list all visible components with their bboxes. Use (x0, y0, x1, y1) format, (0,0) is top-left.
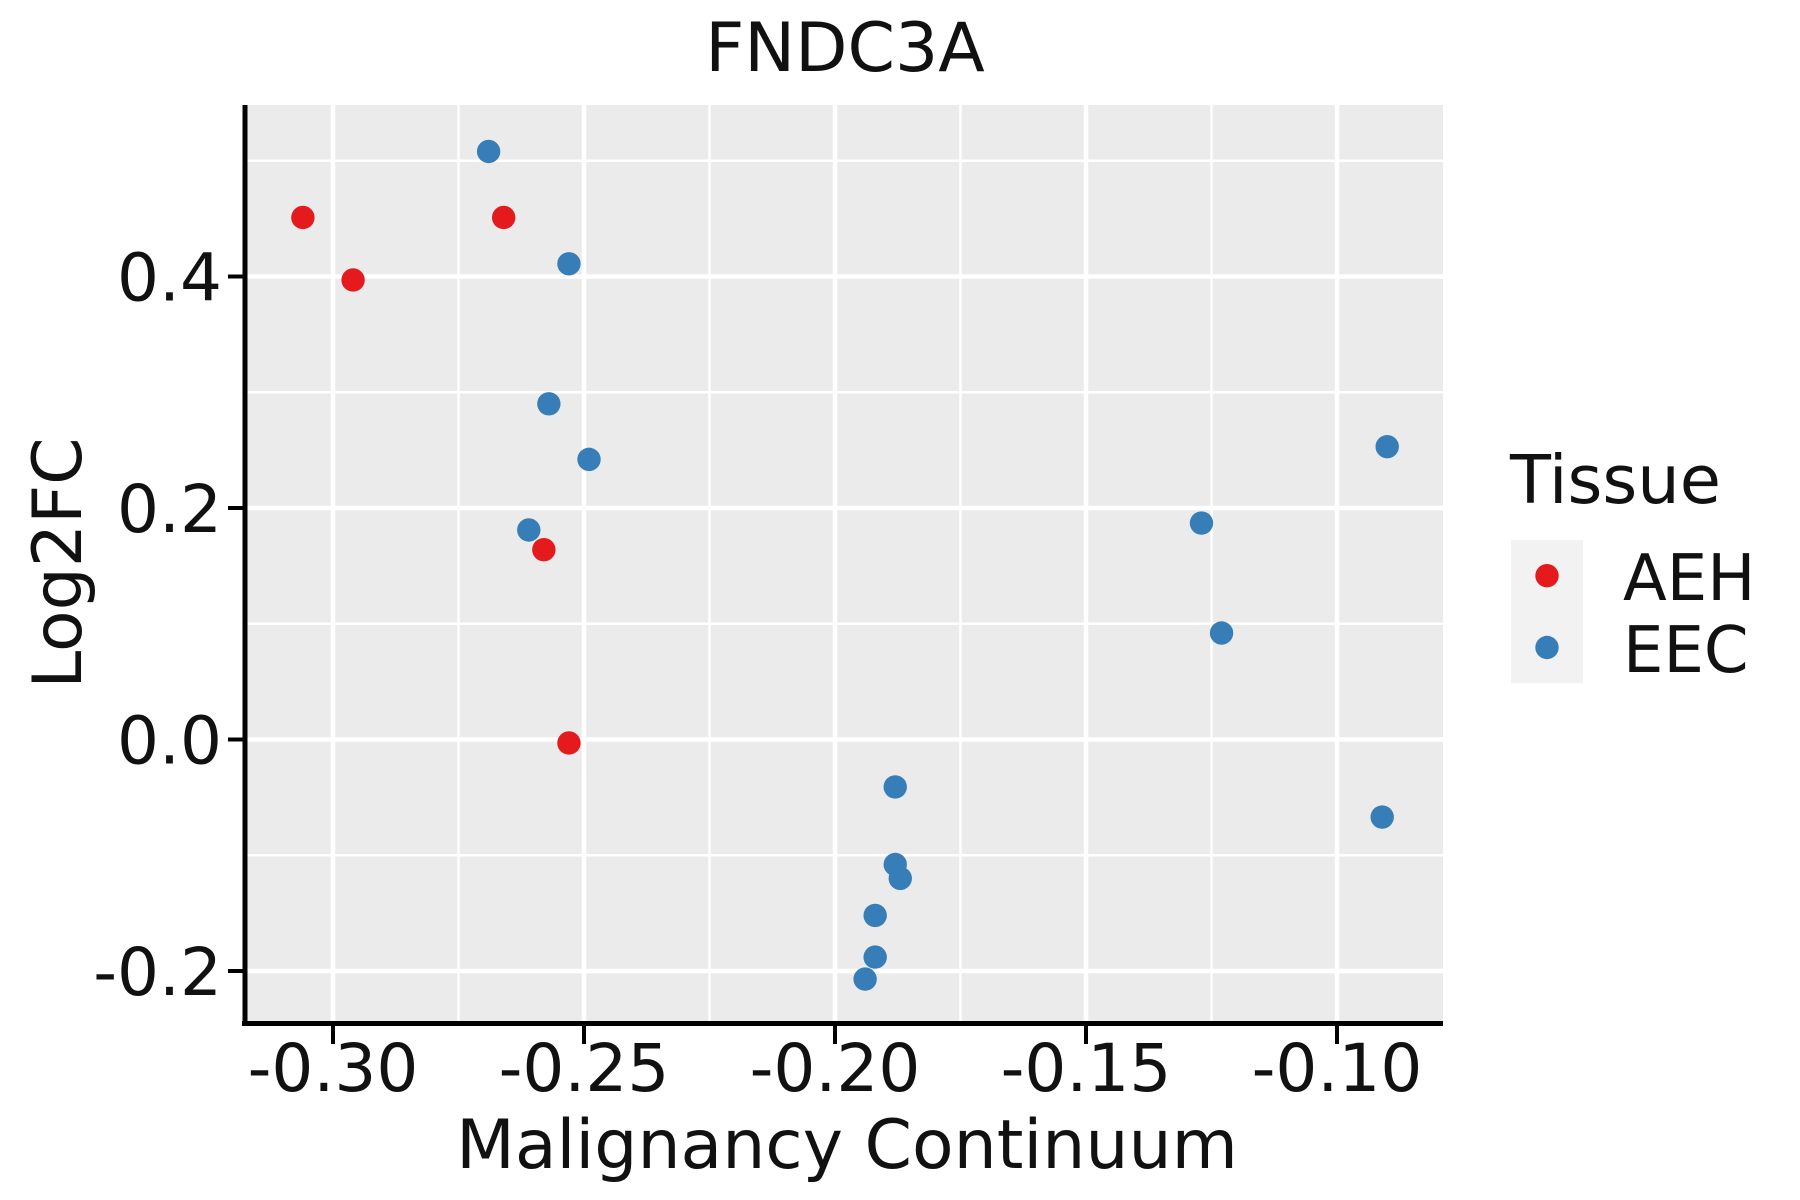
data-point-eec (1375, 434, 1399, 459)
eec-point-swatch (1535, 635, 1559, 660)
legend: Tissue AEH EEC (1509, 441, 1755, 688)
y-tick-label: -0.2 (93, 934, 222, 1011)
data-point-eec (883, 775, 907, 799)
x-axis-title: Malignancy Continuum (456, 1106, 1238, 1185)
x-tick-label: -0.15 (1001, 1030, 1172, 1107)
data-point-aeh (491, 205, 516, 230)
x-tick-label: -0.10 (1252, 1030, 1423, 1107)
minor-gridlines (247, 105, 1443, 1021)
data-point-eec (853, 967, 877, 991)
data-point-aeh (341, 268, 365, 292)
tick-labels-layer: -0.30 -0.25 -0.20 -0.15 -0.10 0.4 0.2 0.0 -0.2 (93, 240, 1422, 1108)
data-point-eec (863, 903, 887, 928)
data-point-eec (557, 252, 581, 276)
y-tick-label: 0.2 (117, 471, 222, 548)
x-tick-label: -0.20 (750, 1030, 921, 1107)
tick-marks-layer (228, 274, 1339, 1044)
y-axis-title: Log2FC (19, 437, 98, 688)
data-point-eec (1370, 805, 1394, 829)
axes-layer (242, 105, 1443, 1026)
legend-title: Tissue (1509, 441, 1721, 519)
legend-label-aeh: AEH (1623, 542, 1755, 616)
data-point-eec (476, 139, 501, 164)
data-point-eec (577, 447, 601, 472)
plot-panel (247, 105, 1443, 1021)
data-point-eec (863, 945, 887, 969)
y-tick-label: 0.0 (117, 703, 222, 780)
data-point-eec (1189, 511, 1214, 535)
data-point-aeh (291, 205, 315, 230)
data-points-layer (291, 139, 1399, 991)
y-tick-label: 0.4 (117, 240, 222, 317)
aeh-point-swatch (1535, 564, 1559, 588)
data-point-aeh (532, 537, 556, 562)
data-point-eec (1209, 621, 1234, 645)
legend-label-eec: EEC (1623, 614, 1749, 688)
x-tick-label: -0.30 (248, 1030, 419, 1107)
x-tick-label: -0.25 (499, 1030, 670, 1107)
major-gridlines (247, 105, 1443, 1021)
data-point-eec (517, 518, 541, 542)
data-point-eec (537, 392, 561, 416)
data-point-eec (888, 866, 912, 891)
plot-title: FNDC3A (705, 9, 985, 88)
data-point-aeh (557, 731, 581, 755)
